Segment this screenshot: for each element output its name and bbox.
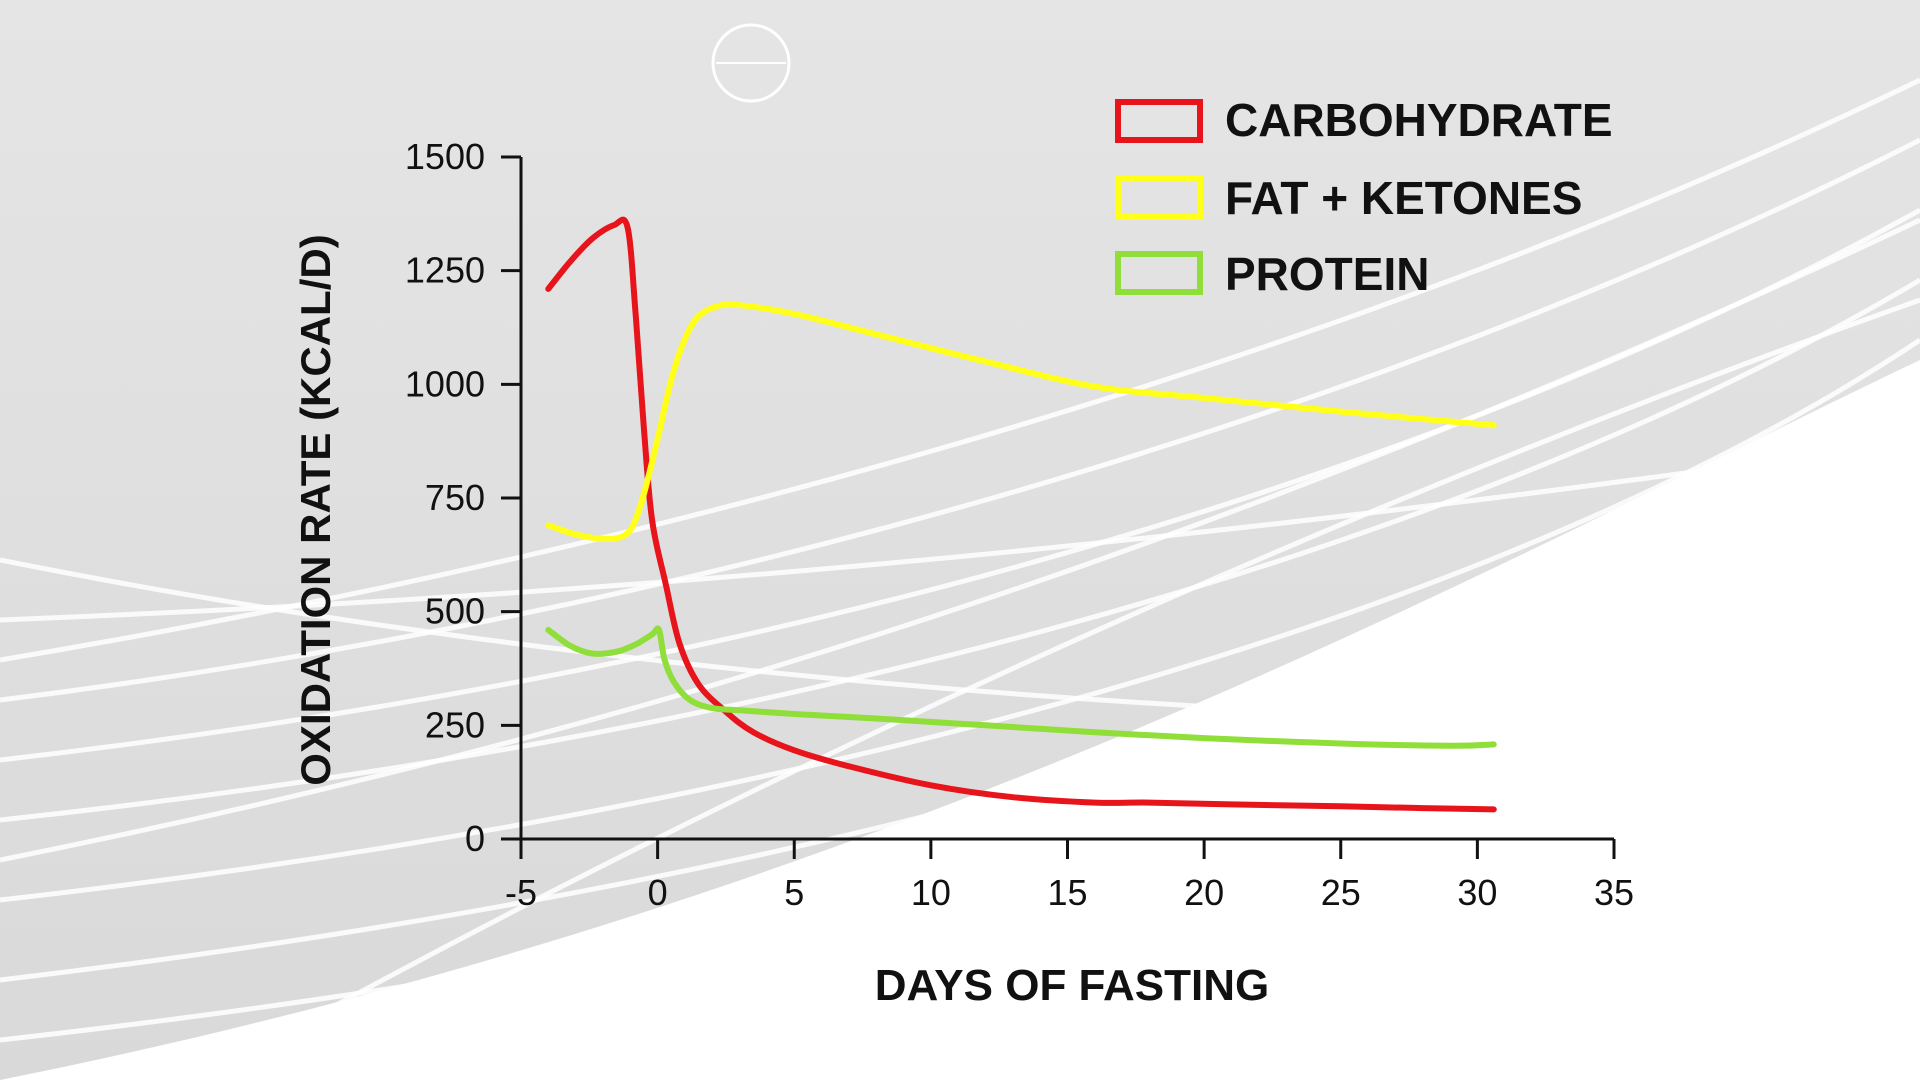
y-tick-label: 500 [425, 591, 485, 632]
x-tick-label: 25 [1321, 872, 1361, 913]
legend-label-fat-ketones: FAT + KETONES [1225, 172, 1582, 224]
x-tick-label: 0 [648, 872, 668, 913]
series-layer [545, 216, 1497, 813]
x-tick-label: 5 [784, 872, 804, 913]
circle-icon [711, 23, 791, 103]
y-tick-label: 1250 [405, 250, 485, 291]
legend-swatch-carbohydrate [1115, 99, 1203, 143]
y-tick-label: 250 [425, 704, 485, 745]
x-tick-label: 30 [1457, 872, 1497, 913]
x-axis-label: DAYS OF FASTING [875, 961, 1269, 1010]
y-tick-label: 1500 [405, 136, 485, 177]
axes: -5 0 5 10 15 20 25 30 35 0 250 500 750 1000 1250 1500 [405, 136, 1634, 913]
legend-label-carbohydrate: CARBOHYDRATE [1225, 94, 1613, 146]
x-tick-label: 10 [911, 872, 951, 913]
series-line-protein [545, 625, 1497, 749]
series-line-carbohydrate [545, 216, 1497, 813]
x-tick-label: 35 [1594, 872, 1634, 913]
legend-swatch-protein [1115, 251, 1203, 295]
y-tick-label: 0 [465, 818, 485, 859]
series-line-fat-ketones [545, 301, 1497, 543]
y-axis-label: OXIDATION RATE (KCAL/D) [292, 234, 339, 785]
x-tick-label: -5 [505, 872, 537, 913]
x-tick-label: 15 [1047, 872, 1087, 913]
legend-swatch-fat-ketones [1115, 176, 1203, 220]
y-tick-label: 750 [425, 477, 485, 518]
y-tick-label: 1000 [405, 363, 485, 404]
legend: CARBOHYDRATE FAT + KETONES PROTEIN [1115, 94, 1613, 300]
legend-label-protein: PROTEIN [1225, 248, 1429, 300]
x-tick-label: 20 [1184, 872, 1224, 913]
